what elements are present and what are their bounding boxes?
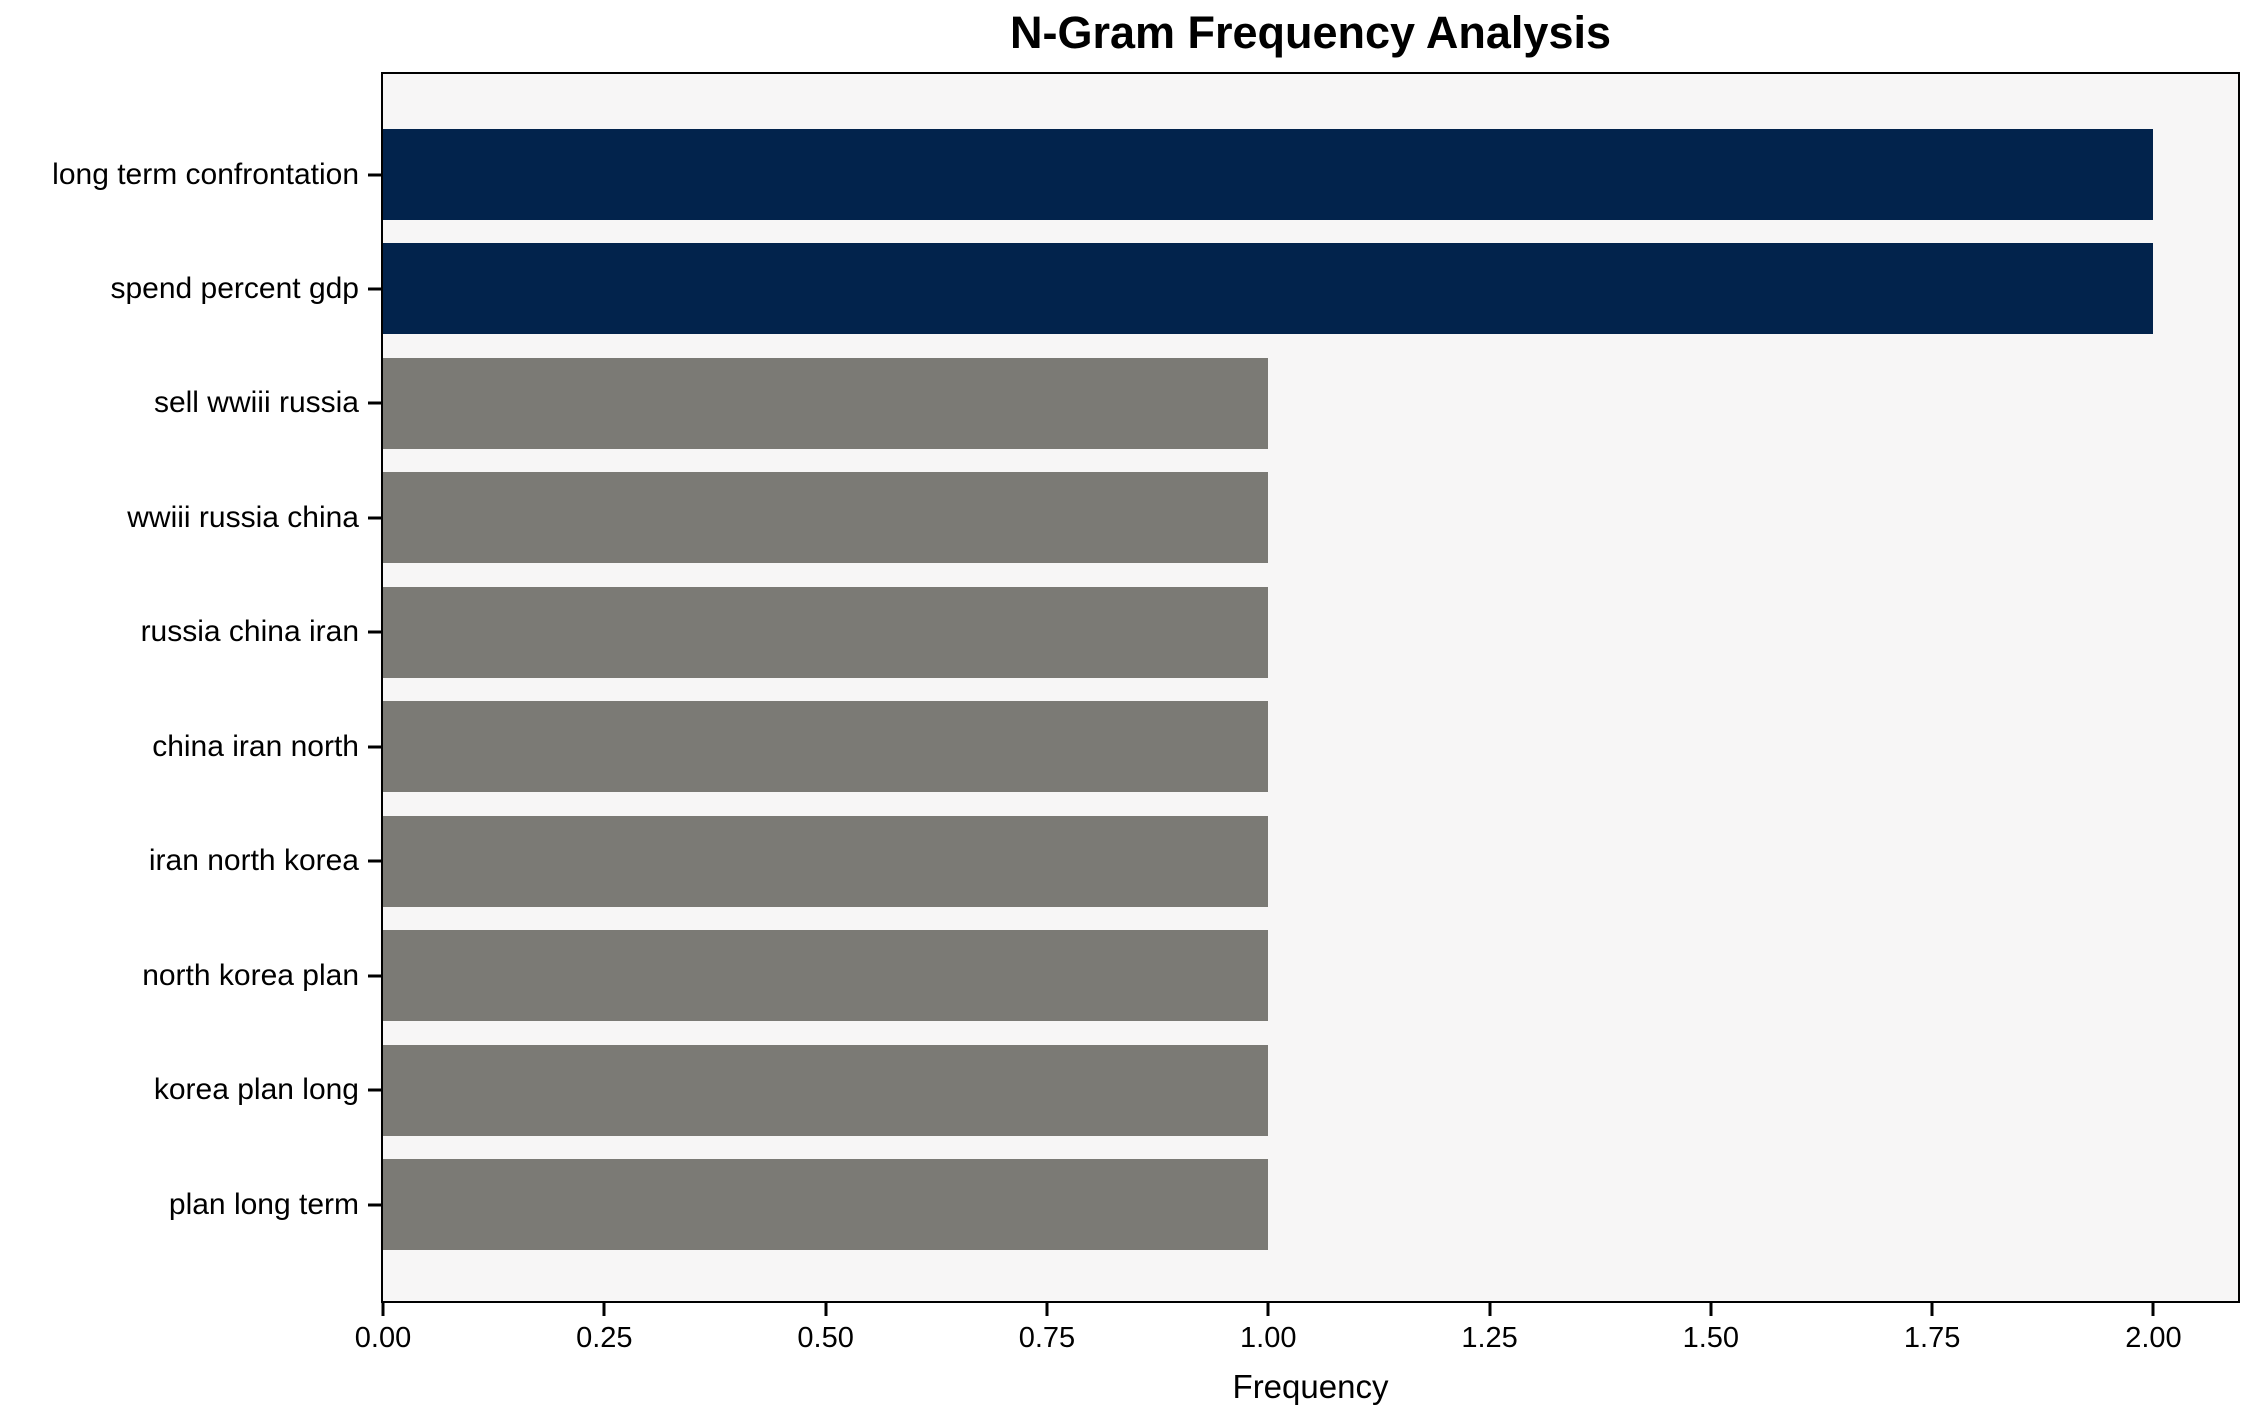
x-tick-mark bbox=[1930, 1303, 1934, 1316]
y-tick-mark bbox=[368, 1203, 381, 1206]
bar bbox=[383, 1159, 1269, 1250]
x-axis-title: Frequency bbox=[1232, 1368, 1389, 1405]
x-tick-label: 2.00 bbox=[2125, 1322, 2182, 1354]
y-tick-mark bbox=[368, 173, 381, 176]
plot-area: long term confrontation spend percent gdp… bbox=[52, 72, 2240, 1354]
bar bbox=[383, 701, 1269, 793]
x-tick-mark bbox=[2151, 1303, 2155, 1316]
x-tick-mark bbox=[381, 1303, 385, 1316]
x-tick-label: 0.00 bbox=[354, 1322, 412, 1354]
y-tick-mark bbox=[368, 1088, 381, 1092]
x-tick-mark bbox=[602, 1303, 606, 1316]
y-tick-label: korea plan long bbox=[153, 1073, 359, 1107]
x-tick-mark bbox=[1488, 1303, 1492, 1316]
x-tick-label: 1.75 bbox=[1903, 1322, 1961, 1354]
x-tick-label: 1.00 bbox=[1240, 1322, 1297, 1354]
x-tick-label: 0.50 bbox=[797, 1322, 854, 1354]
x-tick-mark bbox=[824, 1303, 828, 1316]
bar bbox=[383, 472, 1269, 564]
y-tick-label: wwiii russia china bbox=[127, 500, 359, 534]
y-tick-label: russia china iran bbox=[140, 615, 359, 649]
x-tick-label: 0.25 bbox=[576, 1322, 633, 1354]
x-tick-mark bbox=[1709, 1303, 1713, 1316]
bar bbox=[383, 243, 2154, 335]
y-tick-label: iran north korea bbox=[148, 844, 359, 878]
y-tick-mark bbox=[368, 859, 381, 863]
x-tick-mark bbox=[1045, 1303, 1049, 1316]
y-tick-label: long term confrontation bbox=[52, 157, 359, 191]
y-tick-mark bbox=[368, 745, 381, 749]
y-tick-label: spend percent gdp bbox=[110, 271, 359, 305]
y-tick-mark bbox=[368, 516, 381, 520]
y-tick-label: plan long term bbox=[168, 1187, 359, 1221]
chart-title: N-Gram Frequency Analysis bbox=[1009, 7, 1612, 58]
bar bbox=[383, 1044, 1269, 1136]
y-tick-label: sell wwiii russia bbox=[153, 386, 359, 420]
bar bbox=[383, 357, 1269, 449]
y-tick-mark bbox=[368, 287, 381, 291]
y-tick-mark bbox=[368, 974, 381, 978]
y-tick-label: china iran north bbox=[152, 729, 359, 763]
y-tick-mark bbox=[368, 630, 381, 634]
x-tick-label: 1.50 bbox=[1682, 1322, 1740, 1354]
x-tick-mark bbox=[1266, 1303, 1270, 1316]
y-tick-mark bbox=[368, 401, 381, 405]
x-tick-label: 0.75 bbox=[1018, 1322, 1076, 1354]
bar bbox=[383, 129, 2154, 220]
y-tick-label: north korea plan bbox=[142, 958, 359, 992]
bar bbox=[383, 930, 1269, 1022]
bar bbox=[383, 586, 1269, 678]
x-tick-label: 1.25 bbox=[1461, 1322, 1518, 1354]
bar bbox=[383, 815, 1269, 907]
